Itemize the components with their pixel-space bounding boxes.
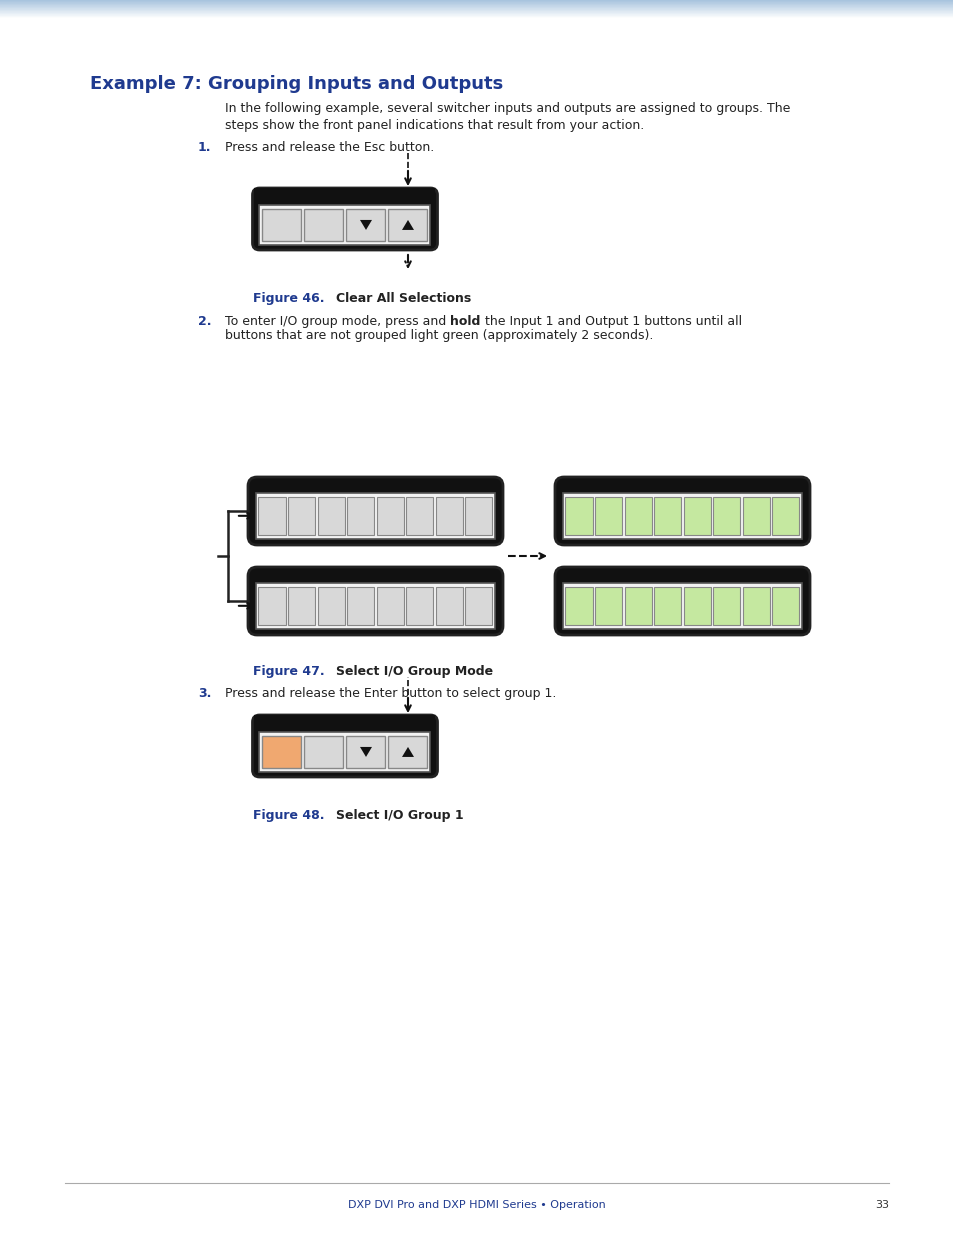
Bar [388, 736, 427, 768]
Bar [772, 496, 799, 535]
Text: hold: hold [450, 315, 480, 329]
Bar [288, 587, 314, 625]
Text: Figure 48.: Figure 48. [253, 809, 324, 823]
Text: steps show the front panel indications that result from your action.: steps show the front panel indications t… [225, 119, 643, 132]
Bar [465, 496, 492, 535]
Bar [595, 496, 621, 535]
Text: 3.: 3. [198, 687, 212, 700]
Bar [376, 496, 403, 535]
Bar [562, 493, 801, 538]
FancyBboxPatch shape [555, 477, 809, 545]
Bar [262, 209, 301, 241]
Bar [683, 587, 710, 625]
Bar [465, 587, 492, 625]
Text: Example 7: Grouping Inputs and Outputs: Example 7: Grouping Inputs and Outputs [90, 75, 503, 93]
Bar [255, 493, 495, 538]
Bar [436, 587, 462, 625]
Bar [259, 732, 430, 772]
Bar [259, 205, 430, 245]
Bar [258, 496, 285, 535]
Bar [347, 496, 374, 535]
Bar [304, 209, 343, 241]
Text: Press and release the Esc button.: Press and release the Esc button. [225, 141, 434, 154]
Bar [346, 209, 385, 241]
Polygon shape [359, 747, 372, 757]
Text: Select I/O Group Mode: Select I/O Group Mode [335, 664, 493, 678]
Polygon shape [401, 747, 414, 757]
Bar [562, 583, 801, 629]
Bar [683, 496, 710, 535]
Bar [262, 736, 301, 768]
Text: DXP DVI Pro and DXP HDMI Series • Operation: DXP DVI Pro and DXP HDMI Series • Operat… [348, 1200, 605, 1210]
Bar [713, 587, 740, 625]
Bar [654, 587, 680, 625]
Bar [347, 587, 374, 625]
Bar [254, 188, 435, 203]
Bar [406, 587, 433, 625]
Bar [624, 587, 651, 625]
Text: Clear All Selections: Clear All Selections [335, 291, 471, 305]
Bar [376, 587, 403, 625]
Bar [772, 587, 799, 625]
Bar [304, 736, 343, 768]
Bar [713, 496, 740, 535]
Polygon shape [401, 220, 414, 230]
Bar [317, 587, 344, 625]
Text: To enter I/O group mode, press and: To enter I/O group mode, press and [225, 315, 450, 329]
Text: the Input 1 and Output 1 buttons until all: the Input 1 and Output 1 buttons until a… [480, 315, 741, 329]
Bar [624, 496, 651, 535]
Bar [565, 496, 592, 535]
Text: 33: 33 [874, 1200, 888, 1210]
Bar [288, 496, 314, 535]
Bar [254, 715, 435, 730]
Text: Press and release the Enter button to select group 1.: Press and release the Enter button to se… [225, 687, 556, 700]
Bar [565, 587, 592, 625]
FancyBboxPatch shape [253, 715, 437, 777]
Text: buttons that are not grouped light green (approximately 2 seconds).: buttons that are not grouped light green… [225, 329, 653, 342]
Bar [258, 587, 285, 625]
Bar [742, 587, 769, 625]
Text: Figure 46.: Figure 46. [253, 291, 324, 305]
Text: Select I/O Group 1: Select I/O Group 1 [335, 809, 463, 823]
FancyBboxPatch shape [248, 567, 502, 635]
Text: In the following example, several switcher inputs and outputs are assigned to gr: In the following example, several switch… [225, 103, 789, 115]
FancyBboxPatch shape [253, 188, 437, 249]
Bar [346, 736, 385, 768]
Bar [595, 587, 621, 625]
Bar [436, 496, 462, 535]
Bar [742, 496, 769, 535]
FancyBboxPatch shape [248, 477, 502, 545]
Text: Figure 47.: Figure 47. [253, 664, 324, 678]
Bar [317, 496, 344, 535]
FancyBboxPatch shape [555, 567, 809, 635]
Bar [255, 583, 495, 629]
Bar [388, 209, 427, 241]
Bar [406, 496, 433, 535]
Text: 2.: 2. [198, 315, 212, 329]
Text: 1.: 1. [198, 141, 212, 154]
Bar [654, 496, 680, 535]
Polygon shape [359, 220, 372, 230]
